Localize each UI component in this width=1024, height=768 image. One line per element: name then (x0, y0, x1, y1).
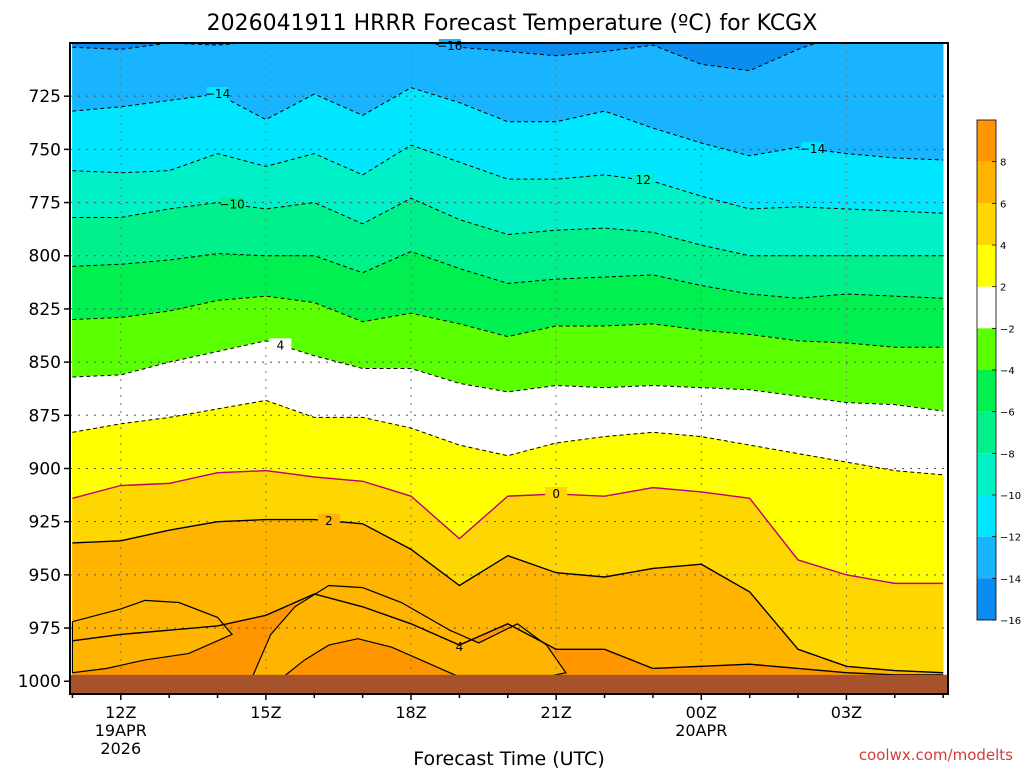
isotherm-label: 4 (456, 640, 464, 654)
colorbar-label: −6 (1000, 408, 1015, 419)
warm-pocket (71, 599, 234, 674)
isotherm-label: 2 (325, 514, 333, 528)
isotherm-line (72, 340, 944, 412)
colorbar-label: −12 (1000, 533, 1021, 544)
x-axis-label: Forecast Time (UTC) (413, 748, 604, 768)
y-tick-label: 750 (29, 140, 61, 160)
colorbar-swatch (977, 495, 996, 537)
colorbar-label: −4 (1000, 366, 1015, 377)
isotherm-label: 0 (552, 487, 560, 501)
x-tick-label: 18Z (395, 703, 426, 722)
isotherm-label-bg (801, 142, 824, 157)
isotherm-line (72, 593, 944, 676)
colorbar-label: −2 (1000, 324, 1015, 335)
colorbar-swatch (977, 578, 996, 620)
isotherm-label-bg (206, 87, 229, 102)
isotherm-labels: −16 −14 −14 12 −10 4 0 2 4 (205, 38, 825, 654)
y-axis: 725 750 775 800 825 850 875 900 925 950 975 1000 (18, 87, 70, 692)
isotherm-label: −14 (205, 87, 230, 101)
isotherm-label-bg (632, 173, 655, 188)
y-tick-label: 850 (29, 353, 61, 373)
plot-area (70, 43, 948, 694)
x-tick-date: 19APR (95, 721, 147, 740)
x-tick-year: 2026 (100, 739, 141, 758)
isotherm-line (72, 295, 944, 348)
isotherm-line (72, 469, 944, 585)
y-tick-label: 825 (29, 300, 61, 320)
isotherm-label: 12 (636, 173, 651, 187)
y-tick-label: 875 (29, 406, 61, 426)
temperature-fills (71, 43, 944, 694)
colorbar-swatch (977, 161, 996, 204)
colorbar-label: −16 (1000, 616, 1021, 627)
colorbar-label: −10 (1000, 491, 1021, 502)
x-tick-label: 12Z (105, 703, 136, 722)
isotherm-line (72, 518, 944, 674)
site-credit: coolwx.com/modelts (859, 746, 1013, 764)
isotherm-label-bg (317, 513, 340, 528)
y-tick-label: 775 (29, 194, 61, 214)
y-tick-label: 800 (29, 247, 61, 267)
colorbar-label: 6 (1000, 199, 1006, 210)
isotherm-label: −10 (219, 197, 244, 211)
isotherm-line (72, 43, 818, 72)
chart-title: 2026041911 HRRR Forecast Temperature (ºC… (207, 11, 818, 36)
colorbar-label: 2 (1000, 283, 1006, 294)
ground-surface (70, 674, 948, 694)
colorbar-swatch (977, 453, 996, 495)
colorbar-swatch (977, 120, 996, 162)
isotherm-label-bg (269, 338, 292, 353)
isotherm-label: −16 (437, 39, 462, 53)
x-tick-label: 03Z (831, 703, 862, 722)
y-tick-label: 975 (29, 619, 61, 639)
y-tick-label: 1000 (18, 672, 61, 692)
x-tick-date: 20APR (675, 721, 727, 740)
colorbar-swatch (977, 411, 996, 454)
y-tick-label: 950 (29, 566, 61, 586)
colorbar-swatch (977, 328, 996, 370)
colorbar-swatch (977, 536, 996, 579)
x-tick-label: 15Z (250, 703, 281, 722)
colorbar-label: −8 (1000, 449, 1015, 460)
x-tick-label: 21Z (541, 703, 572, 722)
colorbar-label: −14 (1000, 574, 1021, 585)
isotherm-label-bg (221, 197, 244, 212)
y-tick-label: 900 (29, 459, 61, 479)
colorbar-swatch (977, 286, 996, 329)
y-tick-label: 925 (29, 513, 61, 533)
colorbar-label: 4 (1000, 241, 1006, 252)
isotherm-label: −14 (800, 142, 825, 156)
plot-frame (69, 42, 949, 695)
colorbar-swatch (977, 203, 996, 245)
isotherm-lines (72, 43, 944, 676)
colorbar-legend: 8 6 4 2 −2 −4 −6 −8 −10 −12 −14 −16 (976, 119, 1021, 627)
isotherm-line (72, 87, 944, 161)
x-tick-label: 00Z (686, 703, 717, 722)
isotherm-label-bg (545, 487, 568, 502)
isotherm-label: 4 (277, 338, 285, 352)
colorbar-swatch (977, 245, 996, 287)
isotherm-line (72, 144, 944, 214)
colorbar-label: 8 (1000, 158, 1006, 169)
isotherm-line (72, 250, 944, 299)
colorbar-swatch (977, 370, 996, 412)
y-tick-label: 725 (29, 87, 61, 107)
isotherm-line (72, 399, 944, 476)
